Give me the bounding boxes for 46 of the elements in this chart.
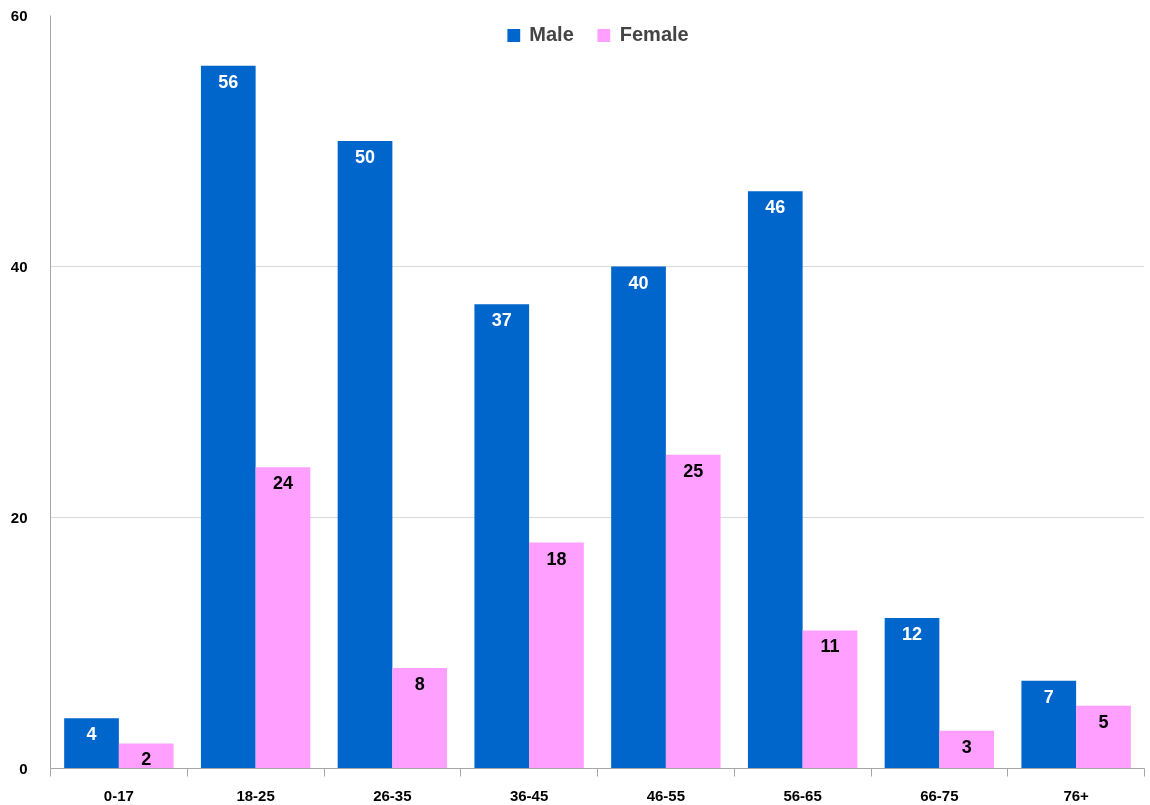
bar [1021, 680, 1077, 769]
y-tick-label: 60 [10, 6, 28, 24]
x-tick-label: 56-65 [783, 786, 822, 804]
data-label: 2 [141, 749, 152, 770]
bar [529, 542, 584, 769]
x-tick-label: 18-25 [236, 786, 275, 804]
bar [474, 304, 530, 769]
bar [802, 630, 858, 769]
data-label: 50 [355, 147, 376, 167]
y-tick-label: 40 [10, 257, 28, 275]
x-tick-label: 46-55 [646, 786, 686, 804]
data-label: 4 [86, 724, 97, 745]
data-label: 12 [902, 623, 923, 644]
data-label: 5 [1098, 711, 1109, 732]
x-tick-label: 0-17 [103, 786, 134, 804]
data-label: 37 [491, 310, 512, 331]
data-label: 46 [765, 197, 786, 218]
legend-label: Female [619, 23, 689, 46]
x-tick-label: 26-35 [373, 786, 412, 804]
x-tick-label: 66-75 [920, 786, 959, 804]
y-tick-label: 0 [19, 759, 28, 777]
data-label: 8 [414, 674, 425, 695]
data-label: 25 [683, 460, 704, 481]
data-label: 11 [820, 636, 840, 657]
bar [747, 191, 803, 769]
data-label: 40 [628, 272, 649, 293]
bar [884, 617, 940, 769]
data-label: 3 [961, 736, 972, 757]
y-tick-label: 20 [10, 508, 28, 526]
data-label: 18 [546, 548, 567, 569]
data-label: 7 [1043, 686, 1054, 707]
x-tick-label: 76+ [1063, 786, 1090, 804]
data-label: 56 [218, 71, 239, 92]
bar [392, 668, 448, 769]
legend-label: Male [529, 23, 574, 46]
bar [200, 65, 256, 769]
bar [1076, 705, 1131, 769]
bar [665, 454, 721, 769]
bar [118, 743, 174, 769]
bar [611, 266, 666, 769]
bar [255, 467, 311, 769]
bar [939, 730, 995, 769]
data-label: 24 [272, 473, 293, 494]
x-tick-label: 36-45 [509, 786, 549, 804]
bar [337, 141, 393, 769]
bar [64, 718, 119, 769]
